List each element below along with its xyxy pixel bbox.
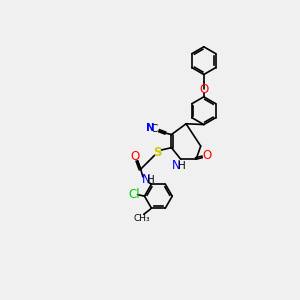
Text: N: N xyxy=(146,123,154,133)
Text: Cl: Cl xyxy=(128,188,140,201)
Text: C: C xyxy=(151,124,158,134)
Text: O: O xyxy=(130,150,140,163)
Text: N: N xyxy=(142,173,150,186)
Text: CH₃: CH₃ xyxy=(134,214,151,223)
Text: N: N xyxy=(172,159,181,172)
Text: H: H xyxy=(178,161,185,171)
Text: S: S xyxy=(153,146,162,159)
Text: O: O xyxy=(199,82,208,96)
Text: H: H xyxy=(147,175,154,185)
Text: O: O xyxy=(202,149,212,162)
